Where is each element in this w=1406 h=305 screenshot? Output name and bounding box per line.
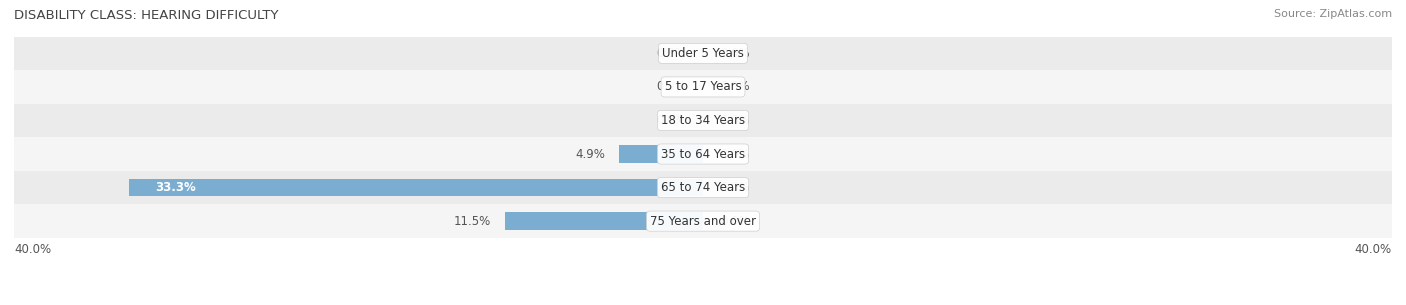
Text: 0.0%: 0.0% (720, 81, 749, 93)
Bar (14, 104, 1392, 137)
Bar (505, 212, 703, 230)
Text: 0.0%: 0.0% (657, 81, 686, 93)
Bar (14, 137, 1392, 171)
Text: Source: ZipAtlas.com: Source: ZipAtlas.com (1274, 9, 1392, 19)
Text: 0.0%: 0.0% (720, 114, 749, 127)
Bar (14, 171, 1392, 204)
Bar (129, 179, 703, 196)
Text: 18 to 34 Years: 18 to 34 Years (661, 114, 745, 127)
Text: 65 to 74 Years: 65 to 74 Years (661, 181, 745, 194)
Text: 0.0%: 0.0% (720, 47, 749, 60)
Text: 11.5%: 11.5% (454, 215, 491, 228)
Bar (14, 37, 1392, 70)
Text: 0.0%: 0.0% (657, 114, 686, 127)
Text: DISABILITY CLASS: HEARING DIFFICULTY: DISABILITY CLASS: HEARING DIFFICULTY (14, 9, 278, 22)
Text: 40.0%: 40.0% (14, 243, 51, 256)
Bar (14, 204, 1392, 238)
Text: 0.0%: 0.0% (657, 47, 686, 60)
Bar (619, 145, 703, 163)
Text: 4.9%: 4.9% (575, 148, 605, 160)
Text: 0.0%: 0.0% (720, 181, 749, 194)
Text: 75 Years and over: 75 Years and over (650, 215, 756, 228)
Text: 33.3%: 33.3% (155, 181, 195, 194)
Text: 5 to 17 Years: 5 to 17 Years (665, 81, 741, 93)
Bar (14, 70, 1392, 104)
Text: 35 to 64 Years: 35 to 64 Years (661, 148, 745, 160)
Text: 0.0%: 0.0% (720, 215, 749, 228)
Text: 0.0%: 0.0% (720, 148, 749, 160)
Text: 40.0%: 40.0% (1355, 243, 1392, 256)
Text: Under 5 Years: Under 5 Years (662, 47, 744, 60)
